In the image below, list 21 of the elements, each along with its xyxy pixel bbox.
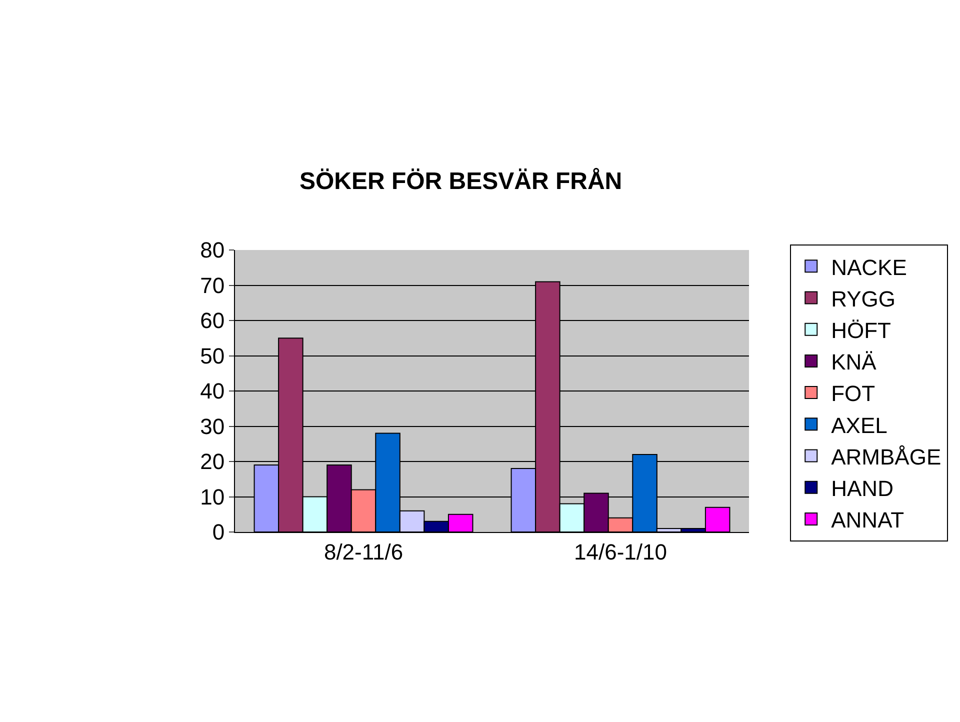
x-tick-label: 8/2-11/6: [324, 539, 404, 564]
x-tick-label: 14/6-1/10: [574, 539, 667, 564]
legend-label: ARMBÅGE: [831, 444, 942, 470]
y-tick-label: 40: [200, 378, 225, 404]
y-tick-label: 20: [200, 449, 225, 474]
y-tick-label: 70: [200, 272, 225, 298]
legend-label: AXEL: [831, 412, 888, 438]
legend-label: RYGG: [831, 286, 896, 312]
y-tick-label: 60: [200, 308, 225, 334]
chart-title: SÖKER FÖR BESVÄR FRÅN: [299, 166, 622, 195]
y-tick-label: 10: [200, 484, 225, 510]
y-tick-label: 50: [200, 343, 225, 368]
legend-label: KNÄ: [831, 350, 877, 375]
legend-label: NACKE: [831, 254, 907, 280]
legend-label: HAND: [831, 476, 894, 501]
y-tick-label: 0: [212, 520, 225, 545]
y-tick-label: 80: [200, 238, 225, 263]
y-tick-label: 30: [200, 414, 225, 439]
legend-label: HÖFT: [831, 318, 892, 343]
legend-label: FOT: [831, 381, 876, 406]
legend-label: ANNAT: [831, 508, 904, 533]
